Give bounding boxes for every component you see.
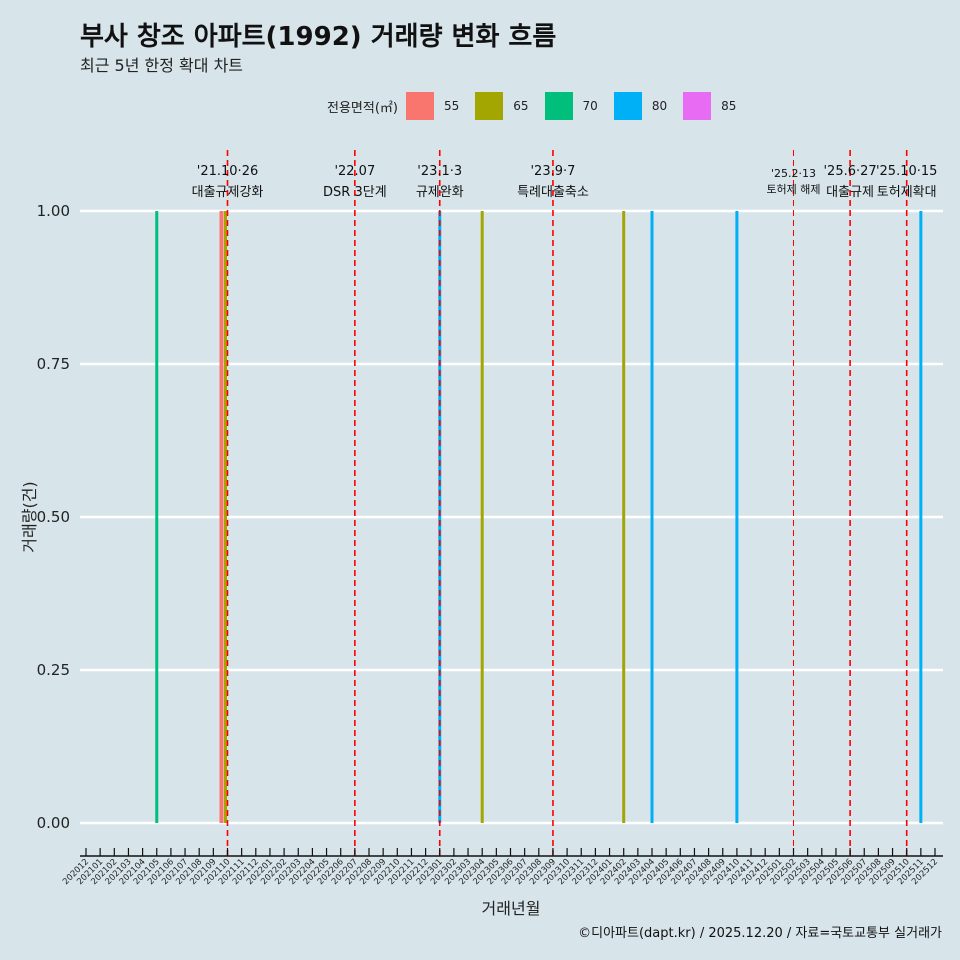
legend-swatch-55 [405, 92, 434, 120]
legend-swatch-70 [544, 92, 573, 120]
legend-title: 전용면적(㎡) [327, 100, 398, 116]
y-tick-label: 0.75 [37, 355, 70, 373]
legend-label-70: 70 [582, 99, 598, 113]
y-axis-title: 거래량(건) [20, 481, 39, 552]
event-label: 대출규제강화 [192, 185, 264, 200]
y-tick-label: 0.25 [37, 661, 70, 679]
event-label: 토허제확대 [877, 185, 937, 200]
y-tick-label: 0.50 [37, 508, 70, 526]
bar-202105-70 [155, 211, 159, 823]
chart-subtitle: 최근 5년 한정 확대 차트 [80, 56, 244, 75]
event-date-label: '25.6·27 [823, 164, 876, 179]
bar-202402-65 [622, 211, 626, 823]
legend-swatch-85 [683, 92, 712, 120]
event-label: DSR 3단계 [323, 185, 387, 200]
bar-202110-55 [219, 211, 224, 823]
chart-title: 부사 창조 아파트(1992) 거래량 변화 흐름 [80, 22, 557, 52]
legend-label-80: 80 [651, 99, 668, 113]
bar-202304-65 [480, 211, 484, 823]
source-caption: ©디아파트(dapt.kr) / 2025.12.20 / 자료=국토교통부 실… [578, 926, 942, 941]
event-label: 특례대출축소 [517, 185, 589, 200]
event-date-label: '25.10·15 [876, 164, 937, 179]
event-date-label: '21.10·26 [197, 164, 258, 179]
event-date-label: '23.9·7 [530, 164, 575, 179]
event-label: 규제완화 [416, 185, 464, 200]
y-tick-label: 1.00 [37, 202, 70, 220]
legend-swatch-65 [475, 92, 504, 120]
x-axis-title: 거래년월 [482, 899, 541, 918]
bar-202110-65 [224, 211, 227, 823]
event-date-label: '25.2·13 [771, 167, 816, 180]
bar-202301-80 [438, 211, 442, 823]
legend-label-65: 65 [513, 99, 529, 113]
bar-202410-80 [735, 211, 739, 823]
event-label: 대출규제 [826, 185, 874, 200]
bar-202404-80 [650, 211, 654, 823]
event-date-label: '22.07 [334, 164, 375, 179]
legend-label-85: 85 [721, 99, 737, 113]
event-date-label: '23.1·3 [417, 164, 462, 179]
y-tick-label: 0.00 [37, 814, 70, 832]
legend: 전용면적(㎡) 55 65 70 80 85 [327, 92, 752, 120]
legend-label-55: 55 [443, 99, 460, 113]
legend-swatch-80 [613, 92, 642, 120]
event-label: 토허제 해제 [766, 182, 820, 196]
bar-202511-80 [919, 211, 923, 823]
